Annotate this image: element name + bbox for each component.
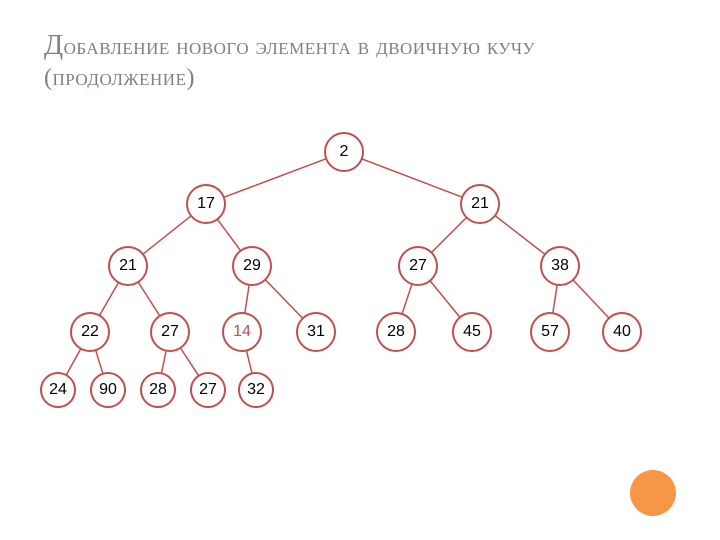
heap-node: 27 — [398, 246, 438, 286]
heap-node-label: 17 — [197, 196, 215, 212]
heap-node: 57 — [530, 312, 570, 352]
heap-node: 40 — [602, 312, 642, 352]
heap-node: 90 — [90, 372, 126, 408]
heap-node-label: 27 — [161, 324, 179, 340]
heap-node-label: 24 — [49, 382, 67, 398]
heap-node: 14 — [222, 312, 262, 352]
heap-node: 29 — [232, 246, 272, 286]
heap-node: 31 — [296, 312, 336, 352]
heap-node-label: 38 — [551, 258, 569, 274]
heap-node-label: 45 — [463, 324, 481, 340]
heap-node: 27 — [190, 372, 226, 408]
heap-node-label: 31 — [307, 324, 325, 340]
heap-node: 22 — [70, 312, 110, 352]
heap-node-label: 90 — [99, 382, 117, 398]
heap-node-label: 27 — [199, 382, 217, 398]
heap-node: 24 — [40, 372, 76, 408]
heap-node: 28 — [376, 312, 416, 352]
heap-node: 38 — [540, 246, 580, 286]
heap-node-label: 28 — [387, 324, 405, 340]
accent-circle — [630, 470, 676, 516]
heap-node-label: 27 — [409, 258, 427, 274]
heap-node-label: 22 — [81, 324, 99, 340]
heap-node-label: 21 — [471, 196, 489, 212]
heap-node-label: 14 — [233, 324, 251, 340]
heap-node-label: 21 — [119, 258, 137, 274]
heap-node: 28 — [140, 372, 176, 408]
heap-node: 27 — [150, 312, 190, 352]
heap-node: 2 — [324, 132, 364, 172]
heap-node-label: 28 — [149, 382, 167, 398]
heap-node: 17 — [186, 184, 226, 224]
heap-node: 21 — [108, 246, 148, 286]
heap-node-label: 2 — [340, 144, 349, 160]
heap-tree: 2 17 21 21 29 27 38 22 27 14 31 28 45 57 40 24 90 28 27 32 — [0, 0, 720, 540]
heap-node: 21 — [460, 184, 500, 224]
heap-node-label: 57 — [541, 324, 559, 340]
heap-node-label: 29 — [243, 258, 261, 274]
heap-node-label: 40 — [613, 324, 631, 340]
heap-node: 32 — [238, 372, 274, 408]
heap-node-label: 32 — [247, 382, 265, 398]
heap-node: 45 — [452, 312, 492, 352]
